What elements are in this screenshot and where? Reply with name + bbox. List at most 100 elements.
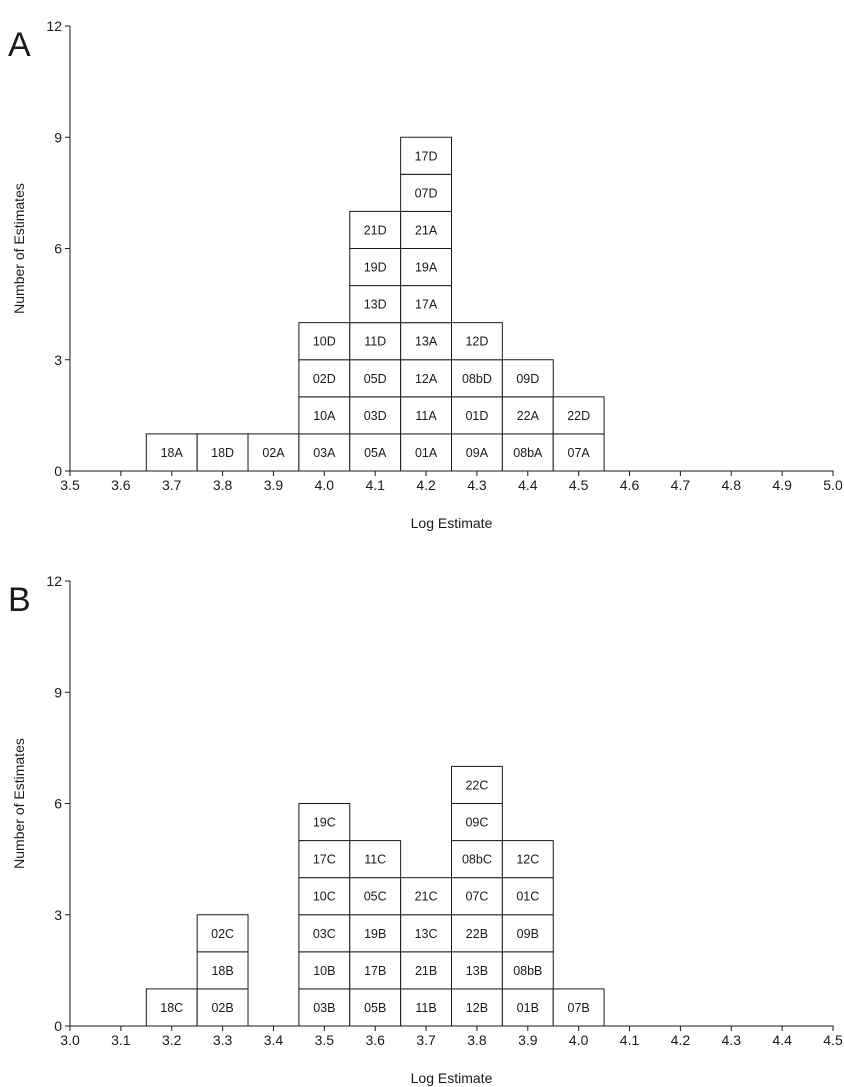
y-tick-label: 6 [54,796,62,812]
box-label: 02B [211,1001,233,1015]
x-axis-title: Log Estimate [411,515,493,531]
histogram-cell: 21A [400,210,452,250]
histogram-cell: 18D [196,433,249,472]
x-tick-label: 3.9 [518,1032,538,1048]
box-label: 02C [211,927,234,941]
histogram-cell: 12B [451,988,503,1027]
box-label: 09B [517,927,539,941]
histogram-cell: 13D [349,285,402,324]
y-tick-label: 6 [54,241,62,257]
histogram-cell: 01B [501,988,554,1027]
box-label: 01B [517,1001,539,1015]
histogram-cell: 21C [400,877,452,916]
histogram-cell: 08bD [451,359,503,398]
histogram-cell: 18A [145,433,198,472]
histogram-cell: 07B [552,988,605,1027]
histogram-cell: 07A [552,433,605,472]
histogram-cell: 17D [400,136,452,175]
histogram-cell: 22A [501,396,554,435]
x-tick-label: 3.6 [111,477,131,493]
histogram-cell: 10D [298,322,351,361]
histogram-box [451,322,503,361]
histogram-box [400,951,452,990]
x-tick-label: 4.1 [620,1032,640,1048]
x-tick-label: 3.7 [416,1032,436,1048]
histogram-cell: 12D [451,322,503,361]
x-tick-label: 4.5 [569,477,589,493]
box-label: 18D [211,446,234,460]
histogram-box [298,322,351,361]
histogram-box [400,914,452,953]
histogram-cell: 05C [349,877,402,916]
box-label: 03A [313,446,336,460]
box-label: 10C [313,890,336,904]
x-tick-label: 3.4 [264,1032,284,1048]
histogram-box [298,877,351,916]
box-label: 19A [415,261,438,275]
histogram-box [451,396,503,435]
histogram-cell: 10C [298,877,351,916]
box-label: 05D [364,372,387,386]
box-label: 17B [364,964,386,978]
x-tick-label: 3.8 [467,1032,487,1048]
box-label: 09A [466,446,489,460]
histogram-cell: 12C [501,840,554,879]
histogram-cell: 08bB [501,951,554,990]
box-label: 07C [465,890,488,904]
box-label: 22D [567,409,590,423]
box-label: 08bB [513,964,542,978]
box-label: 01C [516,890,539,904]
box-label: 03C [313,927,336,941]
histogram-box [451,877,503,916]
histogram-cell: 19B [349,914,402,953]
histogram-box [349,951,402,990]
histogram-box [501,951,554,990]
histogram-box [196,914,249,953]
x-tick-label: 4.3 [722,1032,742,1048]
panel-letter: A [8,26,31,64]
histogram-cell: 12A [400,359,452,398]
histogram-box [451,988,503,1027]
panel-b: B 0 3 6 9 12 3.0 3.1 3.2 3.3 3.4 3.5 3.6 3.7 3.8 3.9 4.0… [8,573,843,1086]
histogram-cell: 19A [400,248,452,287]
box-label: 08bD [462,372,492,386]
y-axis-title: Number of Estimates [11,183,27,314]
histogram-cell: 22D [552,396,605,435]
box-label: 21A [415,223,438,237]
histogram-cell: 07C [451,877,503,916]
histogram-cell: 18C [145,988,198,1027]
box-label: 13B [466,964,488,978]
y-tick-label: 3 [54,352,62,368]
histogram-cell: 01C [501,877,554,916]
x-tick-label: 3.0 [60,1032,80,1048]
histogram-box [349,840,402,879]
box-label: 22A [517,409,540,423]
histogram-cell: 21B [400,951,452,990]
histogram-box [501,433,554,472]
histogram-cell: 08bA [501,433,554,472]
histogram-cell: 03D [349,396,402,435]
box-label: 11C [364,853,386,867]
histogram-box [400,210,452,250]
histogram-box [196,988,249,1027]
histogram-box [196,433,249,472]
histogram-box [349,359,402,398]
box-label: 11D [364,335,386,349]
y-tick-label: 0 [54,463,62,479]
histogram-cell: 09A [451,433,503,472]
histogram-box [298,359,351,398]
histogram-cell: 09D [501,359,554,398]
histogram-cell: 02A [247,433,300,472]
histogram-box [552,433,605,472]
box-label: 19D [364,261,387,275]
x-tick-label: 4.8 [722,477,742,493]
histogram-cell: 03B [298,988,351,1027]
histogram-box [451,951,503,990]
x-tick-label: 4.0 [315,477,335,493]
x-tick-label: 3.2 [162,1032,182,1048]
histogram-cell: 11C [349,840,402,879]
histogram-box [145,433,198,472]
x-tick-label: 4.5 [823,1032,843,1048]
histogram-cell: 01D [451,396,503,435]
